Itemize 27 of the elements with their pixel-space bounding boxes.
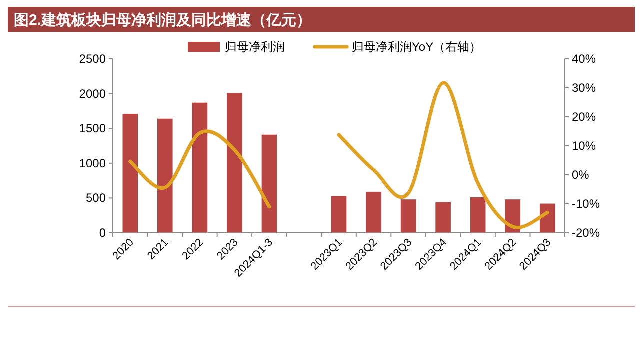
bar bbox=[436, 202, 451, 233]
bar bbox=[331, 196, 347, 233]
legend-label: 归母净利润YoY（右轴） bbox=[352, 40, 482, 54]
y-tick-label: 1500 bbox=[79, 122, 106, 136]
y-tick-label: 1000 bbox=[79, 156, 106, 170]
y2-tick-label: 20% bbox=[572, 110, 596, 124]
y2-tick-label: 10% bbox=[572, 139, 596, 153]
chart-title: 图2.建筑板块归母净利润及同比增速（亿元） bbox=[14, 11, 312, 29]
y-tick-label: 2500 bbox=[79, 52, 106, 66]
y2-tick-label: 0% bbox=[572, 168, 590, 182]
bar bbox=[470, 198, 486, 233]
y-tick-label: 2000 bbox=[79, 86, 106, 101]
bar bbox=[400, 200, 416, 233]
y-tick-label: 0 bbox=[99, 226, 106, 240]
bar bbox=[227, 93, 242, 233]
bar bbox=[122, 114, 138, 233]
y2-tick-label: -10% bbox=[572, 197, 600, 211]
bar bbox=[262, 134, 278, 233]
y2-tick-label: 30% bbox=[572, 81, 596, 95]
bar bbox=[192, 102, 208, 233]
legend-label: 归母净利润 bbox=[225, 40, 285, 54]
bar bbox=[366, 192, 382, 233]
y-tick-label: 500 bbox=[86, 191, 106, 206]
y2-tick-label: 40% bbox=[572, 52, 596, 66]
y2-tick-label: -20% bbox=[572, 226, 600, 240]
bar bbox=[158, 118, 173, 233]
bar bbox=[540, 204, 556, 233]
